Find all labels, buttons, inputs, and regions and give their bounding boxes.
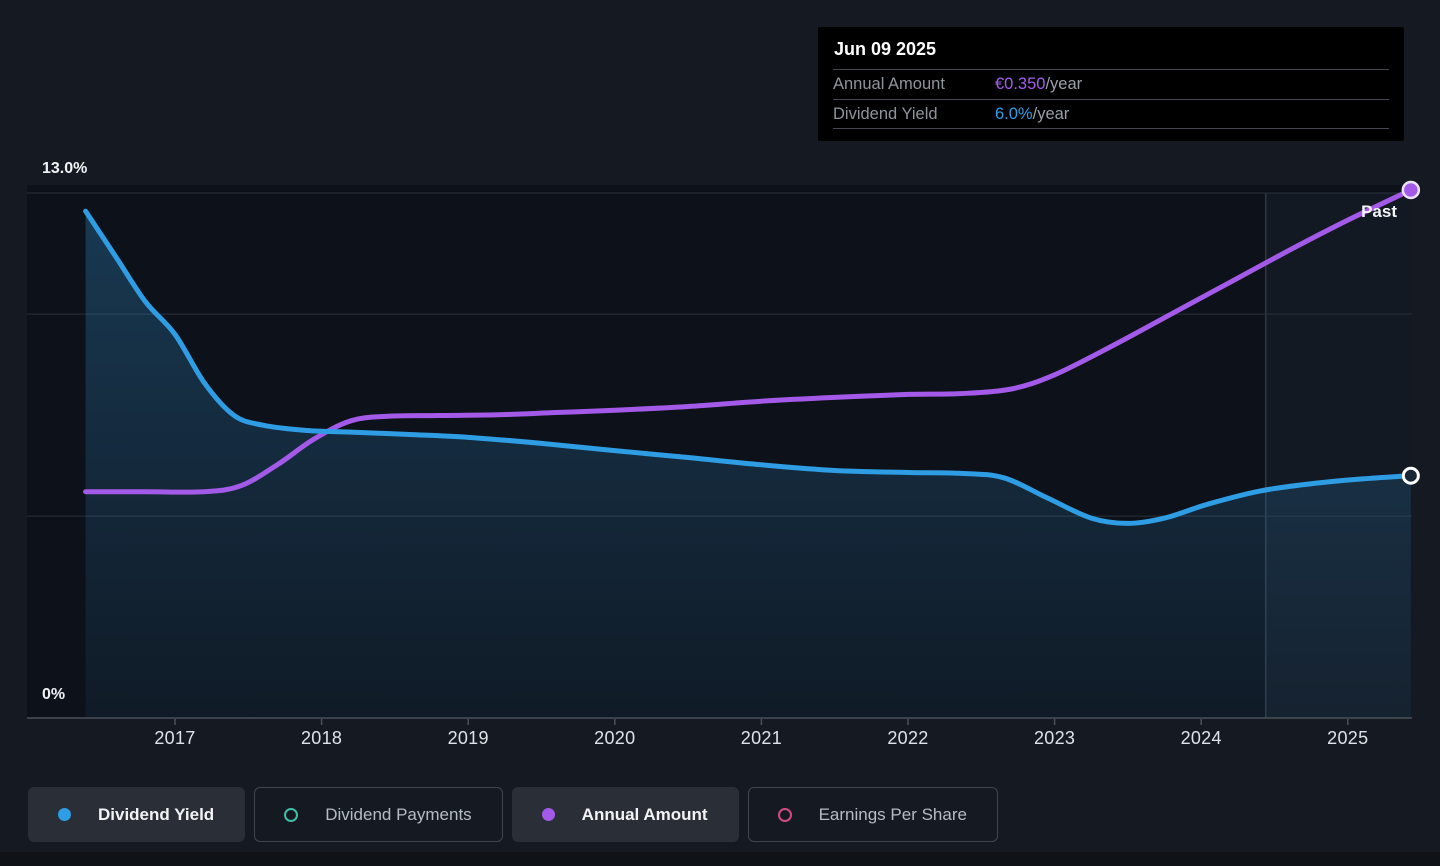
legend-label: Annual Amount — [581, 804, 708, 824]
tooltip-value-suffix: /year — [1045, 75, 1083, 93]
year-label-2018: 2018 — [300, 728, 343, 748]
y-axis-top-label: 13.0% — [42, 160, 88, 177]
chart-legend: Dividend Yield Dividend Payments Annual … — [28, 787, 998, 842]
legend-button-earnings-per-share[interactable]: Earnings Per Share — [747, 787, 998, 842]
y-axis-bottom-label: 0% — [42, 686, 66, 703]
annual-amount-end-marker — [1401, 180, 1421, 200]
legend-label: Dividend Yield — [98, 804, 215, 824]
annual-amount-dot-icon — [541, 808, 555, 821]
chart-tooltip: Jun 09 2025 Annual Amount €0.350/year Di… — [818, 27, 1404, 141]
tooltip-label: Annual Amount — [833, 75, 945, 93]
year-label-2022: 2022 — [887, 728, 929, 748]
legend-button-annual-amount[interactable]: Annual Amount — [511, 787, 739, 842]
dividend-yield-dot-icon — [58, 808, 71, 821]
past-annotation-label: Past — [1361, 202, 1397, 221]
legend-label: Earnings Per Share — [818, 804, 967, 824]
bottom-divider — [0, 852, 1440, 866]
tooltip-label: Dividend Yield — [833, 104, 938, 123]
dividend-yield-line — [83, 208, 1414, 526]
dividend-yield-end-marker — [1401, 466, 1420, 485]
tooltip-row-dividend-yield: Dividend Yield 6.0%/year — [833, 99, 1389, 129]
year-label-2017: 2017 — [154, 728, 196, 748]
year-label-2023: 2023 — [1033, 728, 1076, 748]
x-axis-year-labels: 2017 2018 2019 2020 2021 2022 2023 2024 2025 — [0, 728, 1440, 754]
tooltip-value-suffix: /year — [1032, 104, 1070, 123]
tooltip-date: Jun 09 2025 — [834, 39, 937, 59]
earnings-per-share-circle-icon — [777, 807, 792, 822]
year-label-2021: 2021 — [740, 728, 783, 748]
year-label-2025: 2025 — [1327, 728, 1369, 748]
year-label-2020: 2020 — [594, 728, 636, 748]
annual-amount-line — [83, 187, 1414, 495]
dividend-payments-circle-icon — [284, 807, 299, 822]
dividend-history-chart[interactable] — [0, 0, 1440, 770]
year-label-2024: 2024 — [1180, 728, 1222, 748]
year-label-2019: 2019 — [447, 728, 489, 748]
legend-button-dividend-yield[interactable]: Dividend Yield — [28, 787, 246, 842]
tooltip-value: 6.0% — [995, 104, 1033, 123]
legend-label: Dividend Payments — [325, 804, 472, 824]
legend-button-dividend-payments[interactable]: Dividend Payments — [254, 787, 503, 842]
tooltip-value: €0.350 — [995, 75, 1046, 93]
tooltip-row-annual-amount: Annual Amount €0.350/year — [833, 69, 1389, 99]
